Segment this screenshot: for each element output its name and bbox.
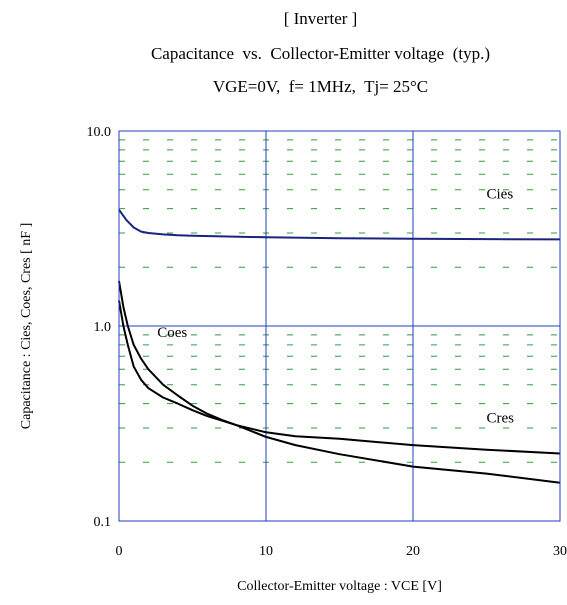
x-tick-label: 20 bbox=[406, 544, 420, 559]
x-tick-label: 0 bbox=[116, 544, 123, 559]
y-tick-label: 0.1 bbox=[94, 515, 112, 530]
annotation-label: Coes bbox=[157, 325, 187, 341]
major-grid bbox=[119, 131, 560, 521]
y-tick-label: 1.0 bbox=[94, 320, 112, 335]
x-tick-label: 30 bbox=[553, 544, 567, 559]
x-tick-label: 10 bbox=[259, 544, 273, 559]
annotation-label: Cies bbox=[487, 187, 514, 203]
series-line-cies bbox=[118, 209, 561, 241]
chart-title: Capacitance vs. Collector-Emitter voltag… bbox=[150, 44, 491, 63]
annotations: Cies Coes Cres bbox=[157, 187, 514, 427]
series-line-coes bbox=[118, 280, 561, 484]
chart-conditions: VGE=0V, f= 1MHz, Tj= 25°C bbox=[212, 77, 429, 96]
annotation-label: Cres bbox=[487, 410, 515, 426]
y-axis-label: Capacitance : Cies, Coes, Cres [ nF ] bbox=[19, 223, 34, 429]
series-layer bbox=[118, 209, 561, 484]
chart-section-label: [ Inverter ] bbox=[283, 9, 358, 28]
y-tick-label: 10.0 bbox=[87, 125, 112, 140]
x-axis-label: Collector-Emitter voltage : VCE [V] bbox=[237, 579, 442, 594]
tick-labels: 0 10 20 30 0.1 1.0 10.0 bbox=[87, 125, 567, 559]
minor-grid bbox=[119, 139, 560, 463]
plot-frame bbox=[118, 130, 561, 522]
series-line-cres bbox=[118, 300, 561, 455]
